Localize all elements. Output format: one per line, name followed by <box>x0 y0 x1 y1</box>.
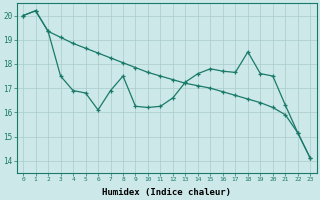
X-axis label: Humidex (Indice chaleur): Humidex (Indice chaleur) <box>102 188 231 197</box>
